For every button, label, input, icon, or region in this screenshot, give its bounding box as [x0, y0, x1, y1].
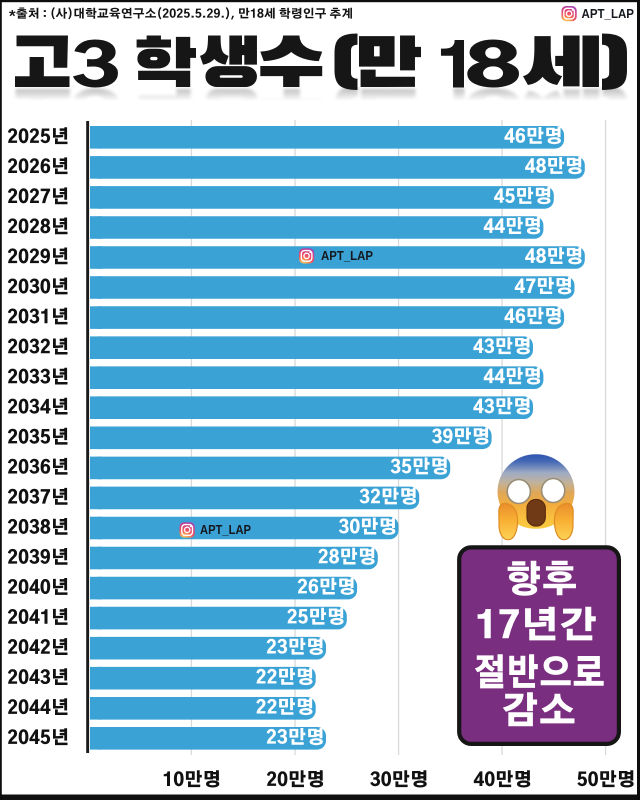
- svg-text:APT_LAP: APT_LAP: [582, 6, 635, 21]
- svg-text:APT_LAP: APT_LAP: [200, 522, 251, 537]
- svg-text:APT_LAP: APT_LAP: [321, 248, 373, 263]
